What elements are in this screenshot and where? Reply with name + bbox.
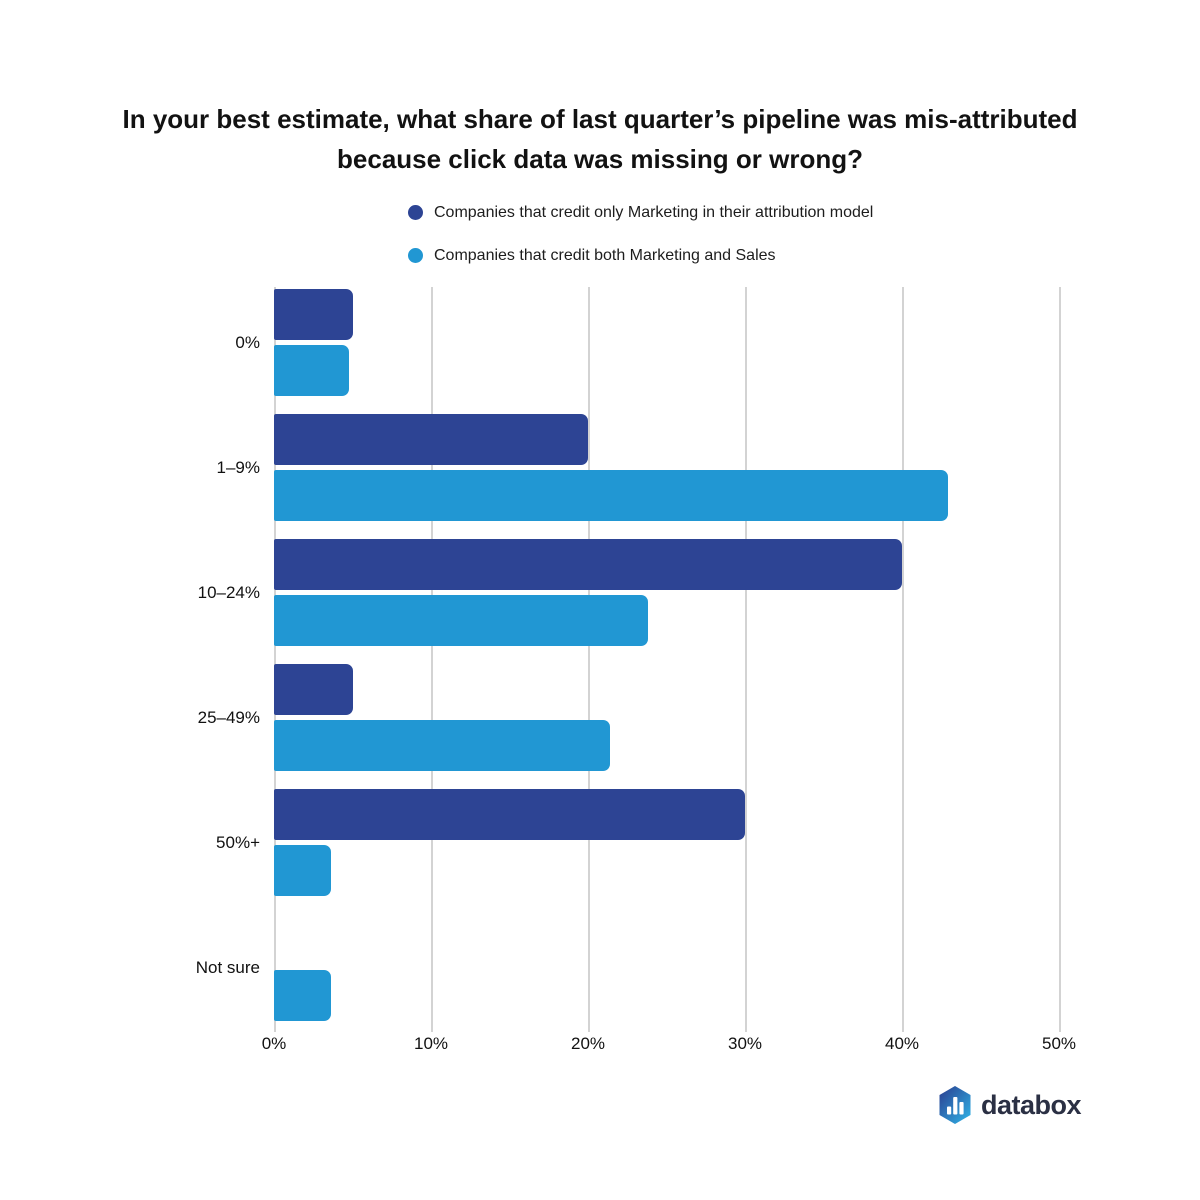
legend: Companies that credit only Marketing in … [408, 204, 873, 290]
category-label: 50%+ [216, 833, 260, 852]
category-label: 0% [235, 333, 260, 352]
category-label: Not sure [195, 958, 260, 977]
gridline-10% [431, 287, 433, 1032]
bar-10–24%-series-0 [274, 539, 902, 590]
bar-0%-series-1 [274, 345, 350, 396]
plot-area [274, 287, 1154, 1032]
bar-50%+-series-0 [274, 789, 745, 840]
gridline-20% [588, 287, 590, 1032]
bar-50%+-series-1 [274, 845, 331, 896]
x-tick-label: 50% [1041, 1034, 1077, 1053]
x-tick-label: 0% [261, 1034, 287, 1053]
legend-label-marketing-and-sales: Companies that credit both Marketing and… [434, 246, 776, 264]
bar-10–24%-series-1 [274, 595, 648, 646]
bar-25–49%-series-1 [274, 720, 610, 771]
legend-item-marketing-and-sales: Companies that credit both Marketing and… [408, 247, 873, 264]
category-label: 1–9% [216, 458, 260, 477]
category-label: 10–24% [197, 583, 260, 602]
databox-hexagon-bar-chart-icon [939, 1086, 971, 1124]
bar-Not sure-series-1 [274, 970, 331, 1021]
chart-title: In your best estimate, what share of las… [122, 104, 1078, 175]
legend-label-only-marketing: Companies that credit only Marketing in … [434, 203, 874, 221]
legend-marker-light-icon [408, 248, 423, 263]
legend-item-only-marketing: Companies that credit only Marketing in … [408, 204, 873, 221]
x-tick-label: 20% [570, 1034, 606, 1053]
gridline-50% [1059, 287, 1061, 1032]
category-label: 25–49% [197, 708, 260, 727]
bar-1–9%-series-0 [274, 414, 588, 465]
databox-logo: databox [937, 1085, 1082, 1125]
legend-marker-dark-icon [408, 205, 423, 220]
bar-25–49%-series-0 [274, 664, 353, 715]
x-tick-label: 10% [413, 1034, 449, 1053]
bar-0%-series-0 [274, 289, 353, 340]
x-tick-label: 40% [884, 1034, 920, 1053]
gridline-30% [745, 287, 747, 1032]
x-tick-label: 30% [727, 1034, 763, 1053]
bar-1–9%-series-1 [274, 470, 948, 521]
gridline-40% [902, 287, 904, 1032]
gridline-0% [274, 287, 276, 1032]
databox-logo-text: databox [980, 1089, 1082, 1120]
